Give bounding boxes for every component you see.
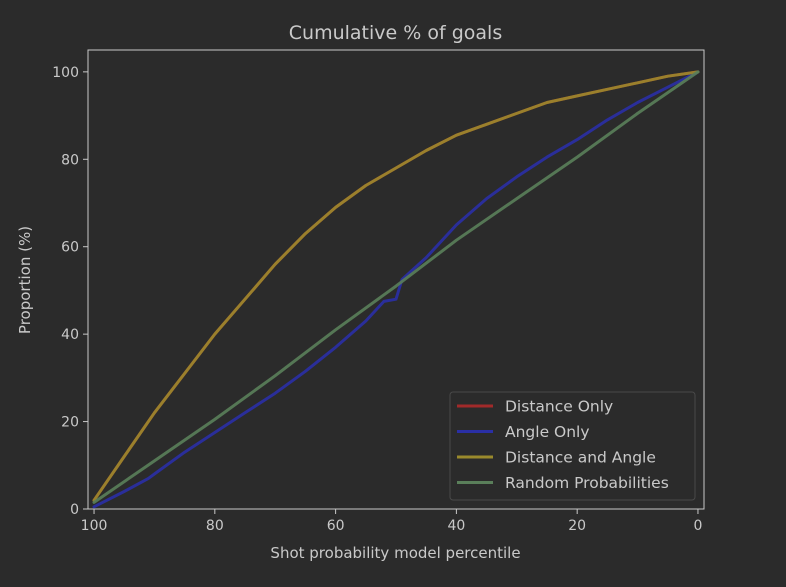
x-tick-label: 0 (693, 518, 702, 534)
x-tick-label: 80 (206, 518, 224, 534)
x-axis-ticks: 100 80 60 40 20 0 (81, 509, 702, 534)
y-tick-label: 100 (52, 65, 79, 81)
x-tick-label: 100 (81, 518, 108, 534)
y-axis-ticks: 0 20 40 60 80 100 (52, 65, 88, 518)
series-lines (92, 70, 700, 509)
series-line-random-probabilities (92, 70, 700, 504)
series-line-angle-only (92, 70, 700, 509)
legend-label: Distance Only (505, 398, 613, 416)
legend-label: Angle Only (505, 423, 590, 441)
y-axis-label: Proportion (%) (16, 226, 34, 334)
y-tick-label: 60 (61, 240, 79, 256)
series-line-distance-and-angle (92, 70, 700, 502)
chart-title: Cumulative % of goals (289, 22, 502, 44)
y-tick-label: 80 (61, 152, 79, 168)
plot-frame (87, 49, 705, 510)
y-tick-label: 20 (61, 415, 79, 431)
legend-label: Random Probabilities (505, 474, 669, 492)
legend: Distance Only Angle Only Distance and Angl… (449, 391, 696, 501)
x-axis-label: Shot probability model percentile (270, 544, 520, 562)
y-tick-label: 0 (70, 502, 79, 518)
y-tick-label: 40 (61, 327, 79, 343)
x-tick-label: 40 (447, 518, 465, 534)
x-tick-label: 60 (327, 518, 345, 534)
legend-label: Distance and Angle (505, 449, 656, 467)
legend-box (449, 391, 696, 501)
x-tick-label: 20 (568, 518, 586, 534)
